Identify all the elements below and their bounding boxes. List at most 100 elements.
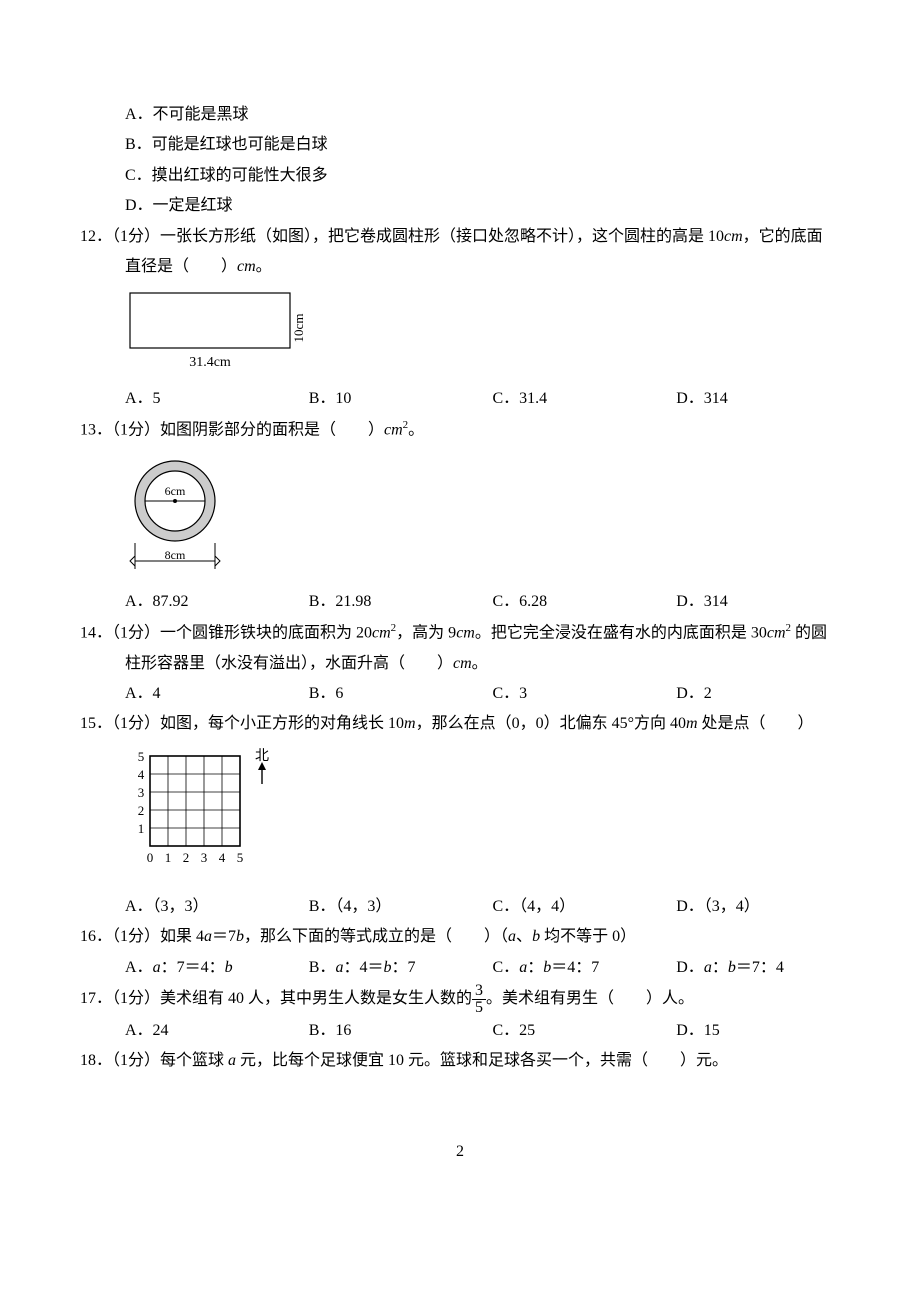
q12-option-c: C．31.4 xyxy=(493,384,677,414)
q12-option-b: B．10 xyxy=(309,384,493,414)
q13-option-d: D．314 xyxy=(676,587,860,617)
q16-b1: b xyxy=(236,928,244,945)
q16c-b: b xyxy=(543,959,551,976)
q17-options: A．24 B．16 C．25 D．15 xyxy=(60,1016,860,1046)
q12-text-3: 直径是（ ） xyxy=(125,258,237,275)
q16c-end: ＝4：7 xyxy=(551,959,599,976)
q12-figure: 10cm 31.4cm xyxy=(60,288,860,378)
q16a-mid: ：7＝4： xyxy=(161,959,225,976)
svg-text:2: 2 xyxy=(183,850,190,865)
q14-u3: cm xyxy=(767,624,786,641)
q16c-pre: C． xyxy=(493,959,520,976)
q16a-pre: A． xyxy=(125,959,153,976)
q12-text-2: ，它的底面 xyxy=(743,228,823,245)
q17-option-b: B．16 xyxy=(309,1016,493,1046)
svg-text:3: 3 xyxy=(201,850,208,865)
q12-stem-cont: 直径是（ ）cm。 xyxy=(60,252,860,282)
q17-frac-d: 5 xyxy=(472,1000,486,1016)
q15-t1: 15．（1分）如图，每个小正方形的对角线长 10 xyxy=(80,715,404,732)
q18-t1: 18．（1分）每个篮球 xyxy=(80,1052,228,1069)
q16-option-b: B．a：4＝b：7 xyxy=(309,953,493,983)
page-number: 2 xyxy=(60,1137,860,1167)
q16b-pre: B． xyxy=(309,959,336,976)
q13-options: A．87.92 B．21.98 C．6.28 D．314 xyxy=(60,587,860,617)
q16-t4: 、 xyxy=(516,928,532,945)
q14-t1: 14．（1分）一个圆锥形铁块的底面积为 20 xyxy=(80,624,372,641)
q16b-mid: ：4＝ xyxy=(343,959,383,976)
q16d-pre: D． xyxy=(676,959,704,976)
q13-figure: 6cm 8cm xyxy=(60,451,860,581)
q12-unit-2: cm xyxy=(237,258,256,275)
q17-option-c: C．25 xyxy=(493,1016,677,1046)
q16-t5: 均不等于 0） xyxy=(540,928,636,945)
q17-t1: 17．（1分）美术组有 40 人，其中男生人数是女生人数的 xyxy=(80,990,472,1007)
q14-t5: 柱形容器里（水没有溢出），水面升高（ ） xyxy=(125,655,453,672)
svg-text:5: 5 xyxy=(237,850,244,865)
q16b-end: ：7 xyxy=(391,959,415,976)
q12-stem: 12．（1分）一张长方形纸（如图），把它卷成圆柱形（接口处忽略不计），这个圆柱的… xyxy=(60,222,860,252)
q16-option-c: C．a：b＝4：7 xyxy=(493,953,677,983)
q14-option-d: D．2 xyxy=(676,679,860,709)
q15-options: A．（3，3） B．（4，3） C．（4，4） D．（3，4） xyxy=(60,892,860,922)
q11-option-c: C．摸出红球的可能性大很多 xyxy=(60,161,860,191)
q14-stem: 14．（1分）一个圆锥形铁块的底面积为 20cm2，高为 9cm。把它完全浸没在… xyxy=(60,618,860,649)
q16-option-a: A．a：7＝4：b xyxy=(125,953,309,983)
svg-text:4: 4 xyxy=(138,767,145,782)
q12-unit-1: cm xyxy=(724,228,743,245)
q18-t2: 元，比每个足球便宜 10 元。篮球和足球各买一个，共需（ ）元。 xyxy=(236,1052,728,1069)
q15-option-b: B．（4，3） xyxy=(309,892,493,922)
q16c-mid: ： xyxy=(527,959,543,976)
q16-options: A．a：7＝4：b B．a：4＝b：7 C．a：b＝4：7 D．a：b＝7：4 xyxy=(60,953,860,983)
q15-u1: m xyxy=(404,715,416,732)
q16d-b: b xyxy=(728,959,736,976)
q11-option-d: D．一定是红球 xyxy=(60,191,860,221)
q13-stem: 13．（1分）如图阴影部分的面积是（ ）cm2。 xyxy=(60,415,860,446)
q14-t6: 。 xyxy=(472,655,488,672)
q12-option-a: A．5 xyxy=(125,384,309,414)
svg-text:4: 4 xyxy=(219,850,226,865)
q13-option-a: A．87.92 xyxy=(125,587,309,617)
q16d-a: a xyxy=(704,959,712,976)
q12-option-d: D．314 xyxy=(676,384,860,414)
q17-fraction: 35 xyxy=(472,983,486,1016)
q16a-a: a xyxy=(153,959,161,976)
q14-options: A．4 B．6 C．3 D．2 xyxy=(60,679,860,709)
q13-text-1: 13．（1分）如图阴影部分的面积是（ ） xyxy=(80,421,384,438)
q15-stem: 15．（1分）如图，每个小正方形的对角线长 10m，那么在点（0，0）北偏东 4… xyxy=(60,709,860,739)
q16-t3: ，那么下面的等式成立的是（ ）（ xyxy=(244,928,508,945)
q16-t2: ＝7 xyxy=(212,928,236,945)
svg-text:10cm: 10cm xyxy=(291,314,306,343)
q16d-mid: ： xyxy=(712,959,728,976)
q16-b2: b xyxy=(532,928,540,945)
svg-text:0: 0 xyxy=(147,850,154,865)
q13-text-2: 。 xyxy=(408,421,424,438)
q14-t2: ，高为 9 xyxy=(396,624,456,641)
q14-option-b: B．6 xyxy=(309,679,493,709)
q17-option-d: D．15 xyxy=(676,1016,860,1046)
q13-unit: cm xyxy=(384,421,403,438)
q14-u4: cm xyxy=(453,655,472,672)
q16a-b: b xyxy=(225,959,233,976)
q16c-a: a xyxy=(519,959,527,976)
svg-text:3: 3 xyxy=(138,785,145,800)
q14-t4: 的圆 xyxy=(791,624,827,641)
svg-text:6cm: 6cm xyxy=(165,484,186,498)
q15-option-d: D．（3，4） xyxy=(676,892,860,922)
q15-t3: 处是点（ ） xyxy=(698,715,814,732)
svg-text:31.4cm: 31.4cm xyxy=(189,355,231,370)
q16-a1: a xyxy=(204,928,212,945)
q14-u2: cm xyxy=(456,624,475,641)
svg-text:2: 2 xyxy=(138,803,145,818)
q17-frac-n: 3 xyxy=(472,983,486,1000)
q15-t2: ，那么在点（0，0）北偏东 45°方向 40 xyxy=(416,715,686,732)
q14-u1: cm xyxy=(372,624,391,641)
q11-option-b: B．可能是红球也可能是白球 xyxy=(60,130,860,160)
q16-t1: 16．（1分）如果 4 xyxy=(80,928,204,945)
q15-option-a: A．（3，3） xyxy=(125,892,309,922)
q14-option-c: C．3 xyxy=(493,679,677,709)
q16-option-d: D．a：b＝7：4 xyxy=(676,953,860,983)
svg-text:北: 北 xyxy=(255,748,269,764)
q11-option-a: A．不可能是黑球 xyxy=(60,100,860,130)
q16-a2: a xyxy=(508,928,516,945)
q17-t2: 。美术组有男生（ ）人。 xyxy=(486,990,694,1007)
